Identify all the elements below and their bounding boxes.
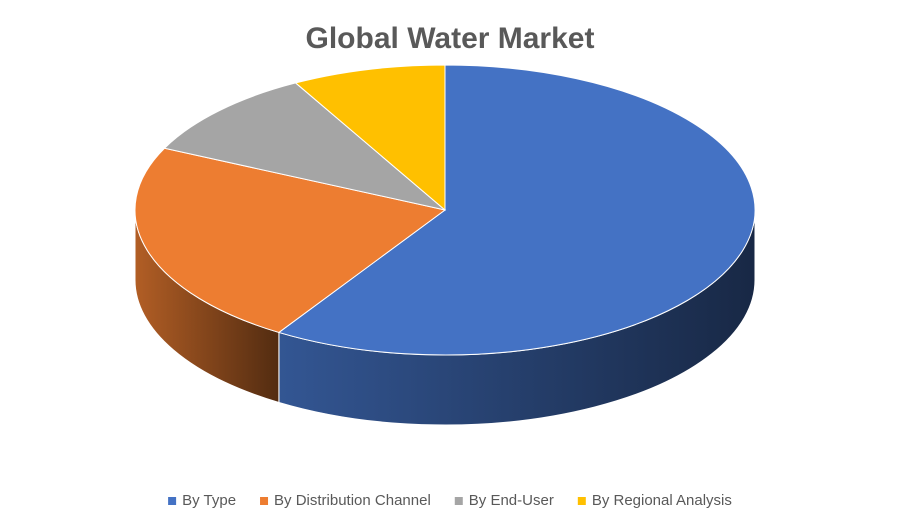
- legend-marker: [260, 497, 269, 505]
- chart-title: Global Water Market: [306, 22, 595, 55]
- legend-text: By Distribution Channel: [274, 492, 431, 509]
- legend-marker: [168, 497, 177, 505]
- slice: [163, 82, 446, 211]
- legend-text: By End-User: [469, 492, 554, 509]
- slice: [134, 147, 447, 333]
- slice: [277, 64, 756, 356]
- slice: [294, 64, 446, 212]
- legend-marker: [454, 497, 463, 505]
- legend-text: By Type: [182, 492, 236, 509]
- legend-marker: [577, 497, 586, 505]
- legend-text: By Regional Analysis: [592, 492, 732, 509]
